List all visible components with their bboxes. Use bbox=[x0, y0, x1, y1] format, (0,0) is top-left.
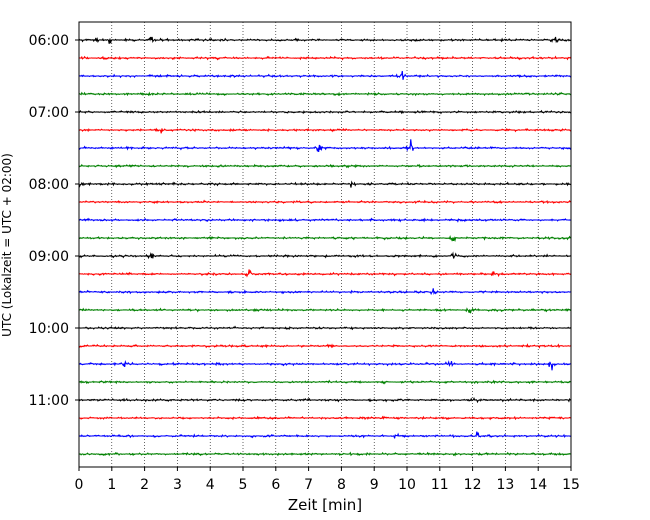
seismic-trace bbox=[78, 109, 572, 115]
seismic-trace bbox=[78, 343, 572, 349]
x-tick-label: 15 bbox=[562, 477, 580, 493]
seismic-trace bbox=[78, 288, 572, 296]
x-tick-label: 8 bbox=[337, 477, 346, 493]
seismic-trace bbox=[78, 251, 572, 260]
y-axis-label: UTC (Lokalzeit = UTC + 02:00) bbox=[0, 153, 14, 337]
x-tick-label: 10 bbox=[398, 477, 416, 493]
seismic-trace bbox=[78, 55, 572, 61]
seismic-trace bbox=[78, 234, 572, 243]
x-tick-label: 12 bbox=[464, 477, 482, 493]
seismic-trace bbox=[78, 431, 572, 439]
y-tick-label: 10:00 bbox=[29, 321, 69, 337]
y-tick-label: 07:00 bbox=[29, 105, 69, 121]
x-tick-label: 7 bbox=[304, 477, 313, 493]
seismic-trace bbox=[78, 451, 572, 457]
seismic-trace bbox=[78, 217, 572, 223]
x-tick-label: 3 bbox=[173, 477, 182, 493]
y-tick-label: 06:00 bbox=[29, 33, 69, 49]
seismic-trace bbox=[78, 139, 572, 153]
y-axis: 06:00 07:00 08:00 09:00 10:00 11:00 bbox=[29, 33, 79, 409]
x-axis: 0 1 2 3 4 5 6 7 8 9 10 11 12 13 14 15 bbox=[75, 467, 580, 493]
seismic-trace bbox=[78, 397, 572, 404]
seismic-trace bbox=[78, 70, 572, 80]
seismic-trace bbox=[78, 127, 572, 134]
seismic-trace bbox=[78, 180, 572, 188]
y-tick-label: 11:00 bbox=[29, 393, 69, 409]
x-tick-label: 5 bbox=[239, 477, 248, 493]
seismic-trace bbox=[78, 36, 572, 44]
trace-group bbox=[78, 36, 572, 457]
seismic-trace bbox=[78, 163, 572, 169]
x-axis-label: Zeit [min] bbox=[288, 496, 362, 514]
y-tick-label: 08:00 bbox=[29, 177, 69, 193]
seismic-trace bbox=[78, 379, 572, 385]
y-tick-label: 09:00 bbox=[29, 249, 69, 265]
x-tick-label: 0 bbox=[75, 477, 84, 493]
seismic-trace bbox=[78, 269, 572, 278]
x-tick-label: 13 bbox=[496, 477, 514, 493]
seismic-trace bbox=[78, 359, 572, 371]
x-tick-label: 4 bbox=[206, 477, 215, 493]
x-tick-label: 6 bbox=[271, 477, 280, 493]
seismic-trace bbox=[78, 307, 572, 314]
seismic-trace bbox=[78, 325, 572, 331]
x-tick-label: 9 bbox=[370, 477, 379, 493]
seismic-trace bbox=[78, 415, 572, 421]
plot-frame bbox=[78, 21, 572, 468]
seismic-trace bbox=[78, 199, 572, 205]
plot-background bbox=[79, 22, 571, 467]
x-tick-label: 1 bbox=[107, 477, 116, 493]
x-tick-label: 11 bbox=[431, 477, 449, 493]
x-tick-label: 14 bbox=[529, 477, 547, 493]
seismic-trace bbox=[78, 91, 572, 97]
x-tick-label: 2 bbox=[140, 477, 149, 493]
grid-lines bbox=[111, 22, 539, 467]
